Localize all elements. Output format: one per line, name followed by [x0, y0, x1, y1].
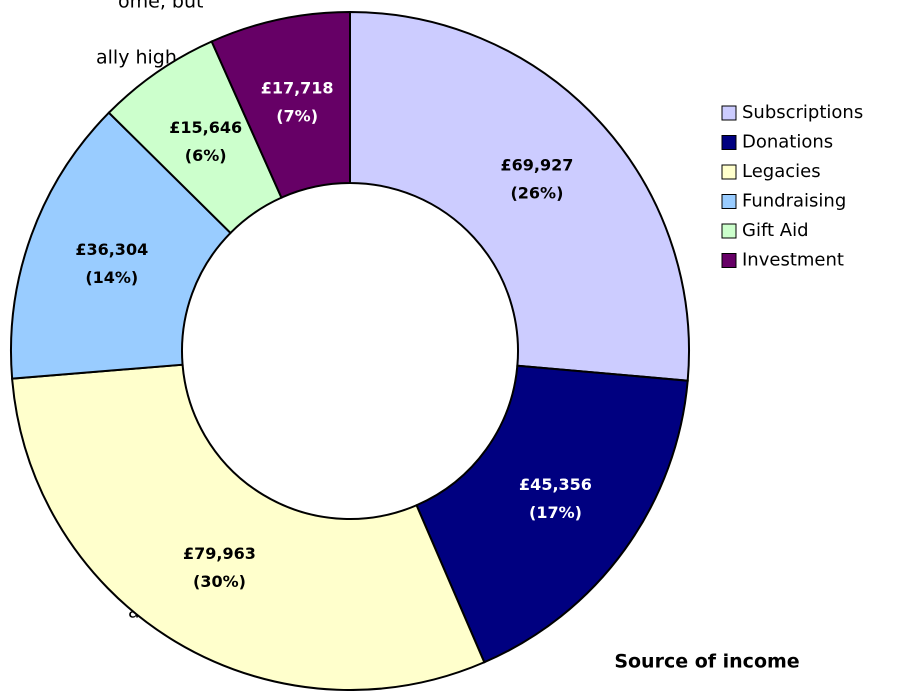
legend-swatch	[721, 105, 737, 121]
percent-label: (6%)	[185, 146, 227, 165]
percent-label: (30%)	[193, 572, 246, 591]
legend-label: Gift Aid	[742, 220, 809, 241]
percent-label: (17%)	[529, 503, 582, 522]
value-label: £36,304	[75, 240, 148, 259]
legend-swatch	[721, 135, 737, 150]
value-label: £69,927	[501, 155, 574, 174]
slice	[210, 10, 351, 199]
chart-title: Source of income	[614, 651, 799, 673]
value-label: £17,718	[261, 79, 334, 98]
value-label: £45,356	[519, 475, 592, 494]
legend-label: Fundraising	[742, 191, 846, 212]
percent-label: (7%)	[276, 107, 318, 126]
slice	[11, 363, 486, 691]
value-label: £79,963	[183, 544, 256, 563]
slice	[415, 364, 689, 664]
page-text: ally high.	[96, 47, 183, 69]
legend-swatch	[721, 194, 737, 209]
page-text: ome, but	[118, 0, 203, 13]
value-label: £15,646	[169, 118, 242, 137]
legend-swatch	[721, 223, 737, 239]
legend-swatch	[721, 253, 737, 268]
legend-label: Donations	[742, 132, 833, 153]
percent-label: (14%)	[85, 268, 138, 287]
legend-label: Subscriptions	[742, 102, 863, 123]
legend-label: Investment	[742, 250, 844, 271]
legend-swatch	[721, 164, 737, 180]
percent-label: (26%)	[510, 183, 563, 202]
slice	[349, 10, 690, 382]
legend-label: Legacies	[742, 161, 821, 182]
